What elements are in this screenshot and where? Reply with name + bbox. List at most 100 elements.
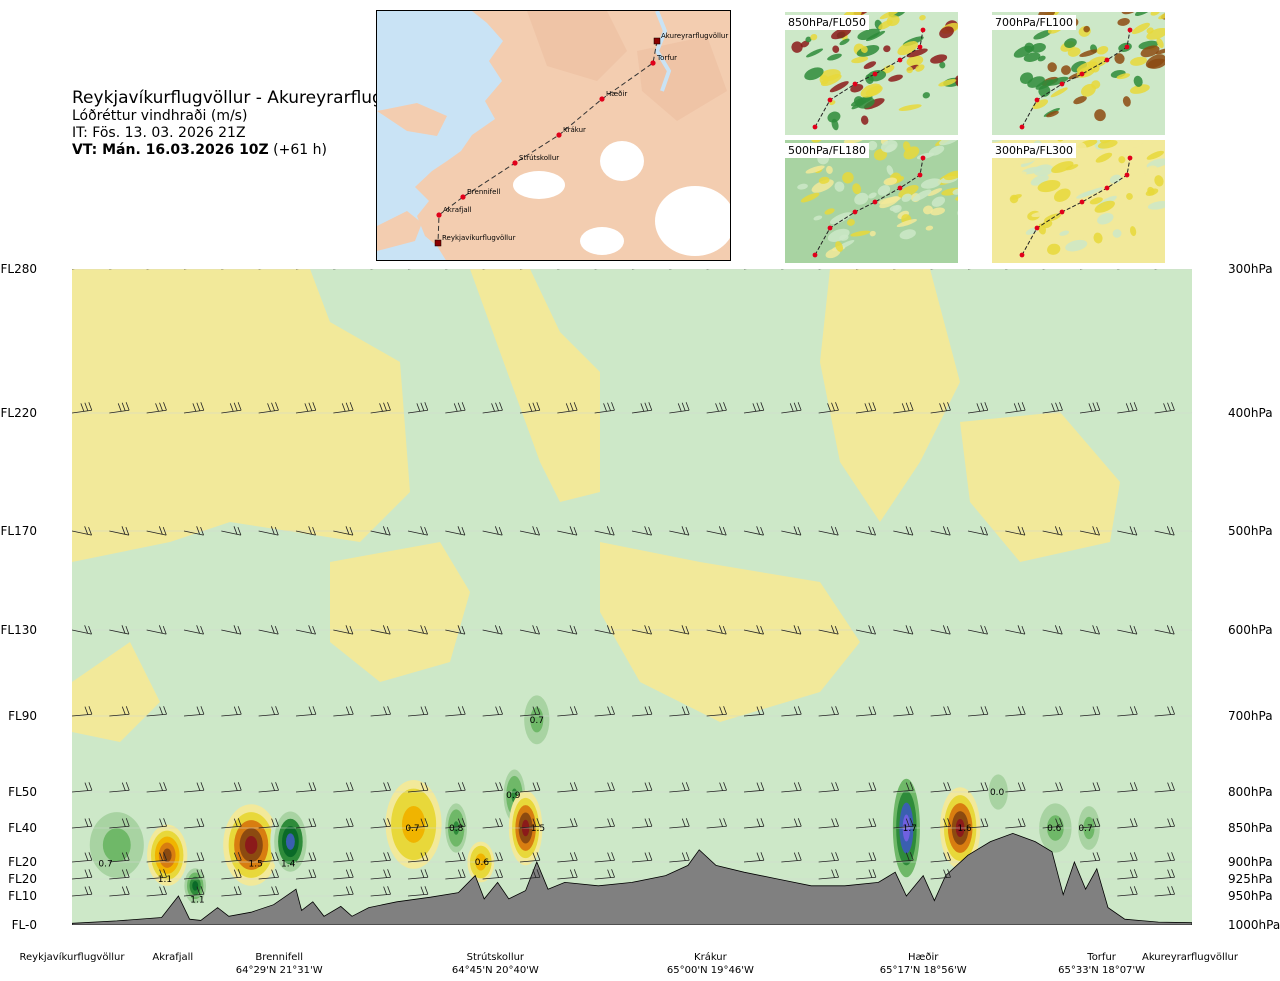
thumb-850[interactable]: 850hPa/FL050 <box>785 12 958 135</box>
thumb-700-label: 700hPa/FL100 <box>992 15 1077 30</box>
thumb-700[interactable]: 700hPa/FL100 <box>992 12 1165 135</box>
map-waypoint-label: Krákur <box>563 126 586 134</box>
thumb-500[interactable]: 500hPa/FL180 <box>785 140 958 263</box>
wind-barb <box>1191 791 1192 792</box>
wind-barb <box>482 402 503 414</box>
wind-barb <box>1117 852 1138 863</box>
thumb-300-label: 300hPa/FL300 <box>992 143 1077 158</box>
wind-barb <box>407 869 429 880</box>
wind-barb <box>333 402 354 414</box>
wind-barb <box>669 852 690 863</box>
wind-barb <box>930 269 934 270</box>
wind-barb <box>930 526 951 536</box>
wind-barb <box>370 869 391 880</box>
wind-barb <box>295 782 317 793</box>
wind-barb <box>743 706 765 717</box>
waypoint-name: Akrafjall <box>152 952 193 963</box>
wind-barb <box>967 402 989 414</box>
flight-level-tick: FL40 <box>8 821 37 835</box>
wind-barb <box>445 269 449 270</box>
wind-barb <box>930 782 951 793</box>
wind-barb <box>930 402 951 414</box>
flight-level-tick: FL280 <box>1 262 38 276</box>
map-waypoint: Torfur <box>650 54 677 66</box>
wind-barb <box>706 526 727 536</box>
wind-barb <box>146 269 150 270</box>
wind-barb <box>183 625 204 635</box>
wind-barb <box>183 818 205 829</box>
map-waypoint-label: Brennifell <box>467 188 500 196</box>
wind-barb <box>520 269 523 270</box>
wind-barb <box>258 782 279 793</box>
wind-barb <box>557 625 578 635</box>
wind-barb <box>743 782 765 793</box>
thumb-500-map <box>785 140 958 263</box>
wind-barb <box>333 526 354 536</box>
waypoint-name: Strútskollur <box>467 951 525 963</box>
wind-barb <box>370 402 391 414</box>
wind-barb <box>557 706 578 717</box>
contour-label: 1.5 <box>531 824 545 834</box>
map-waypoint-label: Strútskollur <box>519 154 559 162</box>
flight-level-tick: FL170 <box>1 524 38 538</box>
wind-barb <box>72 526 92 536</box>
wind-barb <box>781 782 802 793</box>
wind-barb <box>1154 625 1175 635</box>
contour-label: 1.4 <box>281 859 296 869</box>
contour-label: 0.8 <box>449 824 464 834</box>
wind-barb <box>370 625 391 635</box>
wind-barb <box>258 818 279 829</box>
wind-barb <box>930 625 951 635</box>
contour-label: 0.7 <box>98 859 112 869</box>
valid-time: VT: Mán. 16.03.2026 10Z (+61 h) <box>72 142 431 159</box>
contour-label: 0.6 <box>1047 824 1062 834</box>
pressure-tick: 850hPa <box>1228 821 1273 835</box>
contour-label: 1.7 <box>903 824 917 834</box>
wind-barb <box>295 526 316 536</box>
wind-barb <box>519 818 541 829</box>
wind-barb <box>1079 526 1100 536</box>
wind-barb <box>519 782 541 793</box>
wind-barb <box>109 706 130 717</box>
variable-subtitle: Lóðréttur vindhraði (m/s) <box>72 108 248 124</box>
wind-barb <box>855 782 877 793</box>
terrain-profile <box>72 832 1192 925</box>
wind-barb <box>445 526 466 536</box>
wind-barb <box>109 402 130 414</box>
wind-barb <box>1191 878 1192 879</box>
wind-barb <box>594 269 598 270</box>
wind-barb <box>109 526 130 536</box>
wind-barb <box>669 269 673 270</box>
wind-barb <box>258 706 279 717</box>
wind-barb <box>1005 526 1026 536</box>
wind-barb <box>743 625 764 635</box>
thumb-300[interactable]: 300hPa/FL300 <box>992 140 1165 263</box>
thumb-850-map <box>785 12 958 135</box>
wind-barb <box>781 269 785 270</box>
wind-barb <box>781 706 802 717</box>
wind-barb <box>594 625 615 635</box>
wind-barb <box>631 625 652 635</box>
thumb-300-map <box>992 140 1165 263</box>
wind-barb <box>1042 818 1063 829</box>
wind-barb <box>594 869 615 880</box>
vertical-motion-field <box>72 269 1120 742</box>
wind-barb <box>594 782 615 793</box>
wind-barb <box>109 782 130 793</box>
updraft-cell-3 <box>223 804 280 886</box>
wind-barb <box>370 269 374 270</box>
wind-barb <box>482 706 503 717</box>
map-waypoint-label: Reykjavíkurflugvöllur <box>442 234 516 242</box>
contour-label: 1.1 <box>190 895 204 905</box>
wind-barb <box>669 402 690 414</box>
wind-barb <box>146 869 167 880</box>
wind-barb <box>72 402 93 414</box>
wind-barb <box>445 402 466 414</box>
wind-barb <box>146 625 167 635</box>
neutral-region-4 <box>960 412 1120 562</box>
wind-barb <box>333 269 337 270</box>
waypoint-name: Akureyrarflugvöllur <box>1142 952 1239 963</box>
wind-barb <box>183 402 205 414</box>
wind-barb <box>1080 269 1083 270</box>
wind-barb <box>1117 526 1138 536</box>
